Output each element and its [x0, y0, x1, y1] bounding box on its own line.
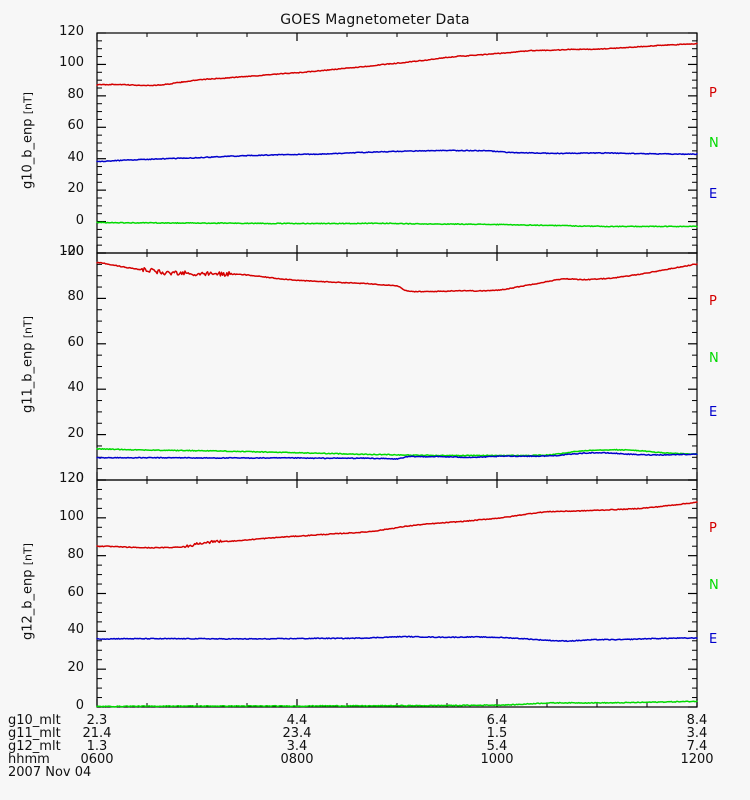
y-tick-label-p1: -20 — [62, 244, 84, 259]
footer-row-name-g10_mlt: g10_mlt — [8, 713, 61, 728]
y-tick-label-p1: 20 — [67, 181, 84, 197]
y-tick-label-p3: 100 — [59, 508, 84, 524]
footer-value-hhmm-3: 1200 — [680, 752, 714, 767]
y-tick-label-p1: 100 — [59, 55, 84, 71]
y-axis-units: [nT] — [21, 92, 35, 115]
footer-value-g11_mlt-1: 23.4 — [282, 726, 312, 741]
y-tick-label-p1: 0 — [75, 212, 84, 228]
page-title: GOES Magnetometer Data — [280, 12, 470, 28]
footer-value-hhmm-1: 0800 — [280, 752, 314, 767]
footer-value-g12_mlt-3: 7.4 — [686, 739, 708, 754]
footer-row-name-g11_mlt: g11_mlt — [8, 726, 61, 741]
y-tick-label-p1: 120 — [59, 24, 84, 39]
y-tick-label-p2: 0 — [75, 471, 84, 486]
legend-e-panel1: E — [709, 186, 718, 202]
footer-value-g12_mlt-0: 1.3 — [86, 739, 108, 754]
y-tick-label-p3: 80 — [67, 546, 84, 562]
y-tick-label-p3: 60 — [67, 584, 84, 600]
y-tick-label-p3: 40 — [67, 622, 84, 638]
y-axis-label-panel2: g11_b_enp [nT] — [21, 254, 36, 474]
y-tick-label-p2: 40 — [67, 380, 84, 396]
footer-value-hhmm-0: 0600 — [80, 752, 114, 767]
footer-value-g10_mlt-1: 4.4 — [286, 713, 308, 728]
y-axis-label-text: g11_b_enp — [20, 341, 36, 413]
legend-p-panel1: P — [709, 85, 717, 101]
y-axis-label-panel3: g12_b_enp [nT] — [21, 481, 36, 701]
y-tick-label-p2: 100 — [59, 244, 84, 259]
y-axis-units: [nT] — [21, 542, 35, 565]
y-tick-label-p2: 20 — [67, 425, 84, 441]
legend-e-panel3: E — [709, 632, 718, 648]
y-axis-label-text: g10_b_enp — [20, 118, 36, 189]
y-tick-label-p1: 60 — [67, 118, 84, 134]
footer-value-g12_mlt-2: 5.4 — [486, 739, 508, 754]
y-tick-label-p3: 120 — [59, 471, 84, 486]
y-tick-label-p2: 60 — [67, 334, 84, 350]
footer-value-g11_mlt-3: 3.4 — [686, 726, 708, 741]
footer-row-name-g12_mlt: g12_mlt — [8, 739, 61, 754]
y-axis-label-text: g12_b_enp — [20, 568, 36, 640]
footer-value-g10_mlt-3: 8.4 — [686, 713, 708, 728]
legend-n-panel3: N — [709, 577, 719, 593]
footer-value-g11_mlt-2: 1.5 — [486, 726, 508, 741]
y-tick-label-p3: 0 — [75, 698, 84, 713]
footer-value-g11_mlt-0: 21.4 — [82, 726, 112, 741]
y-tick-label-p1: 80 — [67, 86, 84, 102]
y-tick-label-p2: 80 — [67, 289, 84, 305]
legend-p-panel2: P — [709, 293, 717, 309]
y-tick-label-p1: 40 — [67, 149, 84, 165]
legend-n-panel2: N — [709, 350, 719, 366]
y-tick-label-p3: 20 — [67, 660, 84, 676]
footer-value-g10_mlt-0: 2.3 — [86, 713, 108, 728]
footer-date: 2007 Nov 04 — [8, 765, 92, 780]
legend-n-panel1: N — [709, 136, 719, 152]
footer-row-name-hhmm: hhmm — [8, 752, 50, 767]
y-axis-label-panel1: g10_b_enp [nT] — [21, 31, 36, 251]
y-axis-units: [nT] — [21, 315, 35, 338]
footer-value-hhmm-2: 1000 — [480, 752, 514, 767]
legend-e-panel2: E — [709, 405, 718, 421]
legend-p-panel3: P — [709, 520, 717, 536]
footer-value-g10_mlt-2: 6.4 — [486, 713, 508, 728]
footer-value-g12_mlt-1: 3.4 — [286, 739, 308, 754]
